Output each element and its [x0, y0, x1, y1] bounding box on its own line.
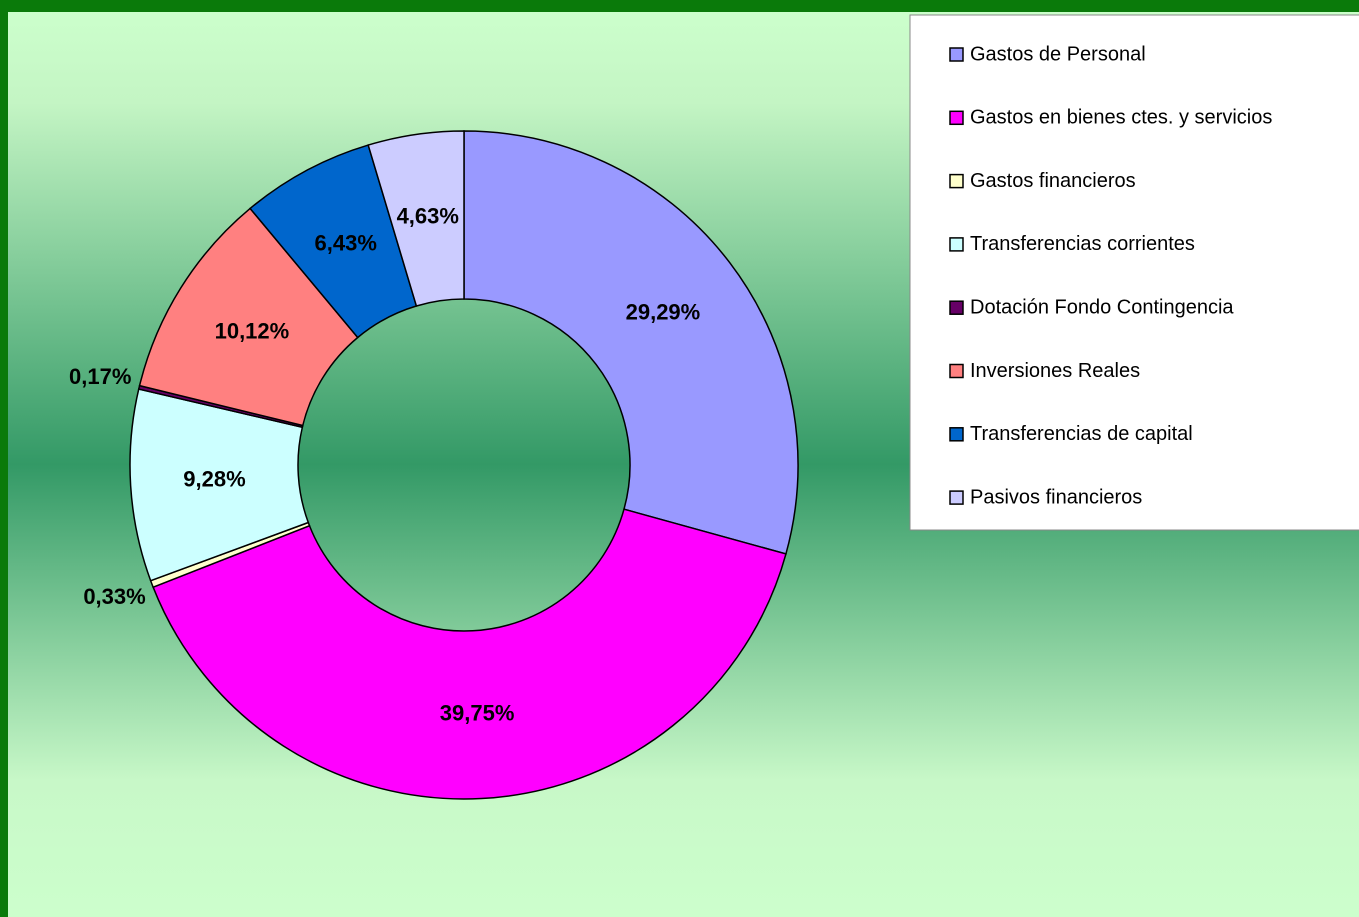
value-label: 9,28% [183, 466, 245, 491]
value-label: 0,33% [83, 584, 145, 609]
donut-slice [463, 130, 799, 555]
legend-label: Dotación Fondo Contingencia [970, 296, 1234, 318]
legend-swatch [949, 110, 964, 126]
value-label: 29,29% [626, 299, 701, 324]
legend-label: Inversiones Reales [970, 360, 1140, 382]
legend-swatch [949, 237, 964, 252]
value-label: 0,17% [69, 364, 131, 389]
legend-label: Gastos de Personal [970, 43, 1146, 65]
legend-label: Transferencias de capital [970, 423, 1193, 445]
value-label: 4,63% [397, 203, 459, 228]
value-label: 39,75% [440, 700, 515, 725]
legend-label: Transferencias corrientes [970, 233, 1195, 255]
value-label: 6,43% [315, 231, 377, 256]
donut-slice [367, 130, 465, 307]
value-label: 10,12% [215, 318, 290, 343]
legend-swatch [949, 300, 964, 315]
legend-swatch [949, 490, 964, 505]
legend-label: Gastos financieros [970, 170, 1136, 192]
legend-swatch [949, 173, 964, 189]
legend-label: Gastos en bienes ctes. y servicios [970, 107, 1272, 129]
legend-swatch [949, 47, 964, 62]
legend-swatch [949, 363, 964, 379]
donut-slice [152, 508, 787, 800]
legend-swatch [949, 427, 964, 442]
legend [909, 14, 1359, 531]
legend-label: Pasivos financieros [970, 486, 1142, 508]
